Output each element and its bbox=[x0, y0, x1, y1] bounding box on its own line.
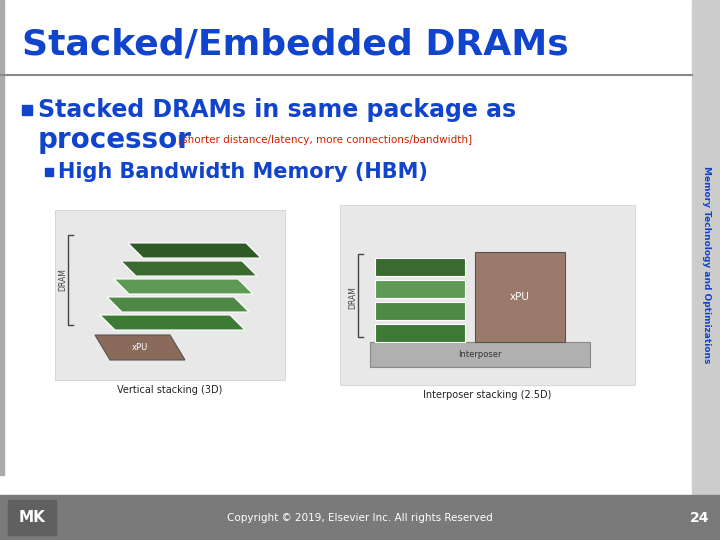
Text: Stacked DRAMs in same package as: Stacked DRAMs in same package as bbox=[38, 98, 516, 122]
Text: DRAM: DRAM bbox=[348, 287, 358, 309]
Text: Memory Technology and Optimizations: Memory Technology and Optimizations bbox=[701, 166, 711, 363]
Bar bbox=[22, 105, 32, 115]
Text: Interposer: Interposer bbox=[458, 350, 502, 359]
Text: Copyright © 2019, Elsevier Inc. All rights Reserved: Copyright © 2019, Elsevier Inc. All righ… bbox=[227, 513, 493, 523]
Bar bbox=[375, 302, 465, 320]
Text: Interposer stacking (2.5D): Interposer stacking (2.5D) bbox=[423, 390, 552, 400]
Bar bbox=[55, 210, 285, 380]
Bar bbox=[340, 205, 635, 385]
Text: xPU: xPU bbox=[132, 343, 148, 353]
Bar bbox=[0, 495, 720, 540]
Text: Stacked/Embedded DRAMs: Stacked/Embedded DRAMs bbox=[22, 28, 569, 62]
Text: xPU: xPU bbox=[510, 292, 530, 302]
Text: High Bandwidth Memory (HBM): High Bandwidth Memory (HBM) bbox=[58, 162, 428, 182]
Bar bbox=[375, 280, 465, 298]
Bar bbox=[45, 168, 53, 176]
Bar bbox=[370, 342, 590, 367]
Bar bbox=[8, 500, 56, 535]
Text: processor: processor bbox=[38, 126, 192, 154]
Text: MK: MK bbox=[19, 510, 45, 525]
Bar bbox=[375, 324, 465, 342]
Polygon shape bbox=[95, 335, 185, 360]
Polygon shape bbox=[128, 243, 261, 258]
Bar bbox=[0, 0, 4, 475]
Text: Vertical stacking (3D): Vertical stacking (3D) bbox=[117, 385, 222, 395]
Text: DRAM: DRAM bbox=[58, 268, 68, 292]
Text: [shorter distance/latency, more connections/bandwidth]: [shorter distance/latency, more connecti… bbox=[178, 135, 472, 145]
Bar bbox=[692, 0, 720, 540]
Polygon shape bbox=[100, 315, 245, 330]
Polygon shape bbox=[107, 297, 249, 312]
Bar bbox=[375, 258, 465, 276]
Polygon shape bbox=[121, 261, 257, 276]
Bar bbox=[475, 252, 565, 342]
Polygon shape bbox=[114, 279, 253, 294]
Text: 24: 24 bbox=[690, 511, 710, 525]
